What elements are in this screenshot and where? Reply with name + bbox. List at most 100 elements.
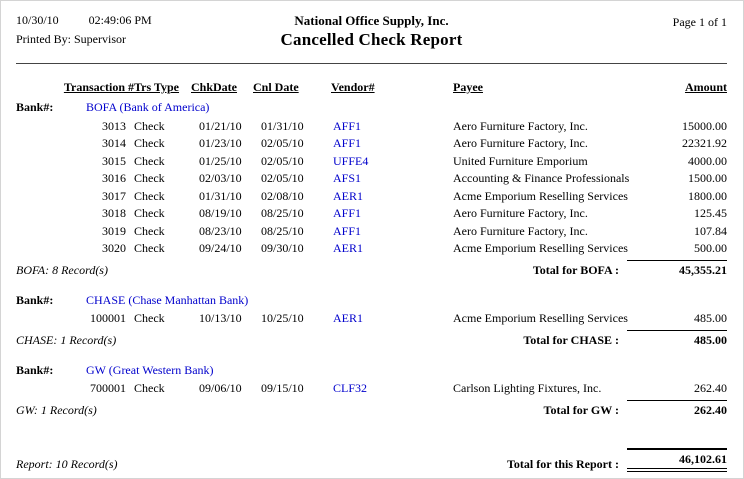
vendor-link[interactable]: AER1 bbox=[333, 241, 363, 255]
bank-section: Bank#: CHASE (Chase Manhattan Bank) 1000… bbox=[16, 292, 727, 348]
bank-name-link[interactable]: CHASE (Chase Manhattan Bank) bbox=[86, 292, 249, 307]
cell-trs-type: Check bbox=[134, 136, 165, 150]
vendor-link[interactable]: AFF1 bbox=[333, 206, 362, 220]
cell-cnl-date: 02/08/10 bbox=[261, 188, 304, 203]
column-header-amount: Amount bbox=[684, 80, 727, 94]
cell-transaction: 3019 bbox=[102, 223, 126, 238]
cell-transaction: 700001 bbox=[90, 381, 126, 395]
column-headers: Transaction # Trs Type ChkDate Cnl Date … bbox=[16, 80, 727, 95]
cell-cnl-date: 08/25/10 bbox=[261, 206, 304, 220]
bank-number-label: Bank#: bbox=[16, 292, 54, 307]
bank-total-amount: 485.00 bbox=[627, 329, 727, 348]
check-row: 3020 Check 09/24/10 09/30/10 AER1 Acme E… bbox=[16, 240, 727, 258]
cell-amount: 107.84 bbox=[694, 223, 727, 238]
cell-chk-date: 01/25/10 bbox=[199, 153, 242, 168]
report-total-label: Total for this Report : bbox=[507, 456, 619, 471]
cell-transaction: 3018 bbox=[102, 206, 126, 220]
cell-cnl-date: 01/31/10 bbox=[261, 118, 304, 133]
cell-cnl-date: 10/25/10 bbox=[261, 311, 304, 325]
cell-chk-date: 01/31/10 bbox=[199, 188, 242, 203]
cell-amount: 485.00 bbox=[694, 311, 727, 325]
cell-cnl-date: 09/15/10 bbox=[261, 381, 304, 395]
bank-total-label: Total for GW : bbox=[543, 402, 619, 417]
cell-payee: Acme Emporium Reselling Services bbox=[453, 188, 628, 203]
page-indicator: Page 1 of 1 bbox=[672, 15, 727, 29]
cell-amount: 1500.00 bbox=[688, 171, 727, 185]
cell-cnl-date: 09/30/10 bbox=[261, 241, 304, 255]
cell-amount: 500.00 bbox=[694, 241, 727, 255]
cell-payee: Aero Furniture Factory, Inc. bbox=[453, 206, 588, 220]
vendor-link[interactable]: AFF1 bbox=[333, 118, 362, 133]
check-row: 3014 Check 01/23/10 02/05/10 AFF1 Aero F… bbox=[16, 135, 727, 153]
bank-row: Bank#: CHASE (Chase Manhattan Bank) bbox=[16, 292, 727, 310]
cell-cnl-date: 02/05/10 bbox=[261, 136, 304, 150]
cell-amount: 22321.92 bbox=[682, 136, 727, 150]
report-header: 10/30/10 02:49:06 PM Printed By: Supervis… bbox=[16, 1, 727, 59]
cell-payee: Acme Emporium Reselling Services bbox=[453, 311, 628, 325]
check-row: 3013 Check 01/21/10 01/31/10 AFF1 Aero F… bbox=[16, 118, 727, 136]
vendor-link[interactable]: AFF1 bbox=[333, 223, 362, 238]
cell-chk-date: 09/24/10 bbox=[199, 241, 242, 255]
cell-payee: United Furniture Emporium bbox=[453, 153, 588, 168]
cell-payee: Carlson Lighting Fixtures, Inc. bbox=[453, 381, 602, 395]
cell-amount: 15000.00 bbox=[682, 118, 727, 133]
column-header-cnl-date: Cnl Date bbox=[253, 80, 299, 94]
cell-chk-date: 01/23/10 bbox=[199, 136, 242, 150]
bank-record-count: BOFA: 8 Record(s) bbox=[16, 262, 108, 277]
bank-total-row: CHASE: 1 Record(s) Total for CHASE : 485… bbox=[16, 329, 727, 348]
cell-transaction: 3017 bbox=[102, 188, 126, 203]
cell-chk-date: 10/13/10 bbox=[199, 311, 242, 325]
column-header-trs-type: Trs Type bbox=[134, 80, 180, 94]
cell-trs-type: Check bbox=[134, 381, 165, 395]
bank-total-label: Total for BOFA : bbox=[532, 262, 619, 277]
cell-transaction: 3014 bbox=[102, 136, 126, 150]
bank-total-row: BOFA: 8 Record(s) Total for BOFA : 45,35… bbox=[16, 259, 727, 278]
vendor-link[interactable]: CLF32 bbox=[333, 381, 368, 395]
report-total-row: Report: 10 Record(s) Total for this Repo… bbox=[16, 447, 727, 472]
bank-section: Bank#: BOFA (Bank of America) 3013 Check… bbox=[16, 99, 727, 278]
cell-payee: Aero Furniture Factory, Inc. bbox=[453, 136, 588, 150]
column-header-chk-date: ChkDate bbox=[191, 80, 238, 94]
cell-chk-date: 08/23/10 bbox=[199, 223, 242, 238]
vendor-link[interactable]: UFFE4 bbox=[333, 153, 369, 168]
cell-trs-type: Check bbox=[134, 171, 165, 185]
bank-check-rows: 100001 Check 10/13/10 10/25/10 AER1 Acme… bbox=[16, 310, 727, 328]
bank-total-row: GW: 1 Record(s) Total for GW : 262.40 bbox=[16, 399, 727, 418]
bank-number-label: Bank#: bbox=[16, 362, 54, 377]
vendor-link[interactable]: AER1 bbox=[333, 188, 363, 203]
bank-section: Bank#: GW (Great Western Bank) 700001 Ch… bbox=[16, 362, 727, 418]
check-row: 3018 Check 08/19/10 08/25/10 AFF1 Aero F… bbox=[16, 205, 727, 223]
cell-trs-type: Check bbox=[134, 206, 165, 220]
header-center-block: National Office Supply, Inc. Cancelled C… bbox=[16, 13, 727, 50]
check-row: 3016 Check 02/03/10 02/05/10 AFS1 Accoun… bbox=[16, 170, 727, 188]
vendor-link[interactable]: AER1 bbox=[333, 311, 363, 325]
report-date: 10/30/10 bbox=[16, 13, 59, 27]
bank-check-rows: 700001 Check 09/06/10 09/15/10 CLF32 Car… bbox=[16, 380, 727, 398]
cell-trs-type: Check bbox=[134, 153, 165, 168]
bank-number-label: Bank#: bbox=[16, 100, 54, 114]
cell-amount: 4000.00 bbox=[688, 153, 727, 168]
vendor-link[interactable]: AFF1 bbox=[333, 136, 362, 150]
cell-transaction: 3016 bbox=[102, 171, 126, 185]
cell-payee: Accounting & Finance Professionals bbox=[453, 171, 630, 185]
bank-sections: Bank#: BOFA (Bank of America) 3013 Check… bbox=[16, 99, 727, 418]
header-divider bbox=[16, 63, 727, 64]
check-row: 3019 Check 08/23/10 08/25/10 AFF1 Aero F… bbox=[16, 223, 727, 241]
check-row: 700001 Check 09/06/10 09/15/10 CLF32 Car… bbox=[16, 380, 727, 398]
bank-row: Bank#: BOFA (Bank of America) bbox=[16, 99, 727, 117]
cell-transaction: 3013 bbox=[102, 118, 126, 133]
header-left-block: 10/30/10 02:49:06 PM Printed By: Supervis… bbox=[16, 13, 152, 47]
bank-record-count: GW: 1 Record(s) bbox=[16, 402, 97, 417]
cell-amount: 262.40 bbox=[694, 381, 727, 395]
report-total-amount: 46,102.61 bbox=[627, 447, 727, 472]
bank-check-rows: 3013 Check 01/21/10 01/31/10 AFF1 Aero F… bbox=[16, 118, 727, 258]
bank-name-link[interactable]: GW (Great Western Bank) bbox=[86, 362, 214, 377]
vendor-link[interactable]: AFS1 bbox=[333, 171, 362, 185]
cell-trs-type: Check bbox=[134, 241, 165, 255]
bank-name-link[interactable]: BOFA (Bank of America) bbox=[86, 100, 210, 114]
column-header-vendor: Vendor# bbox=[331, 80, 375, 94]
report-time: 02:49:06 PM bbox=[88, 13, 152, 27]
cell-cnl-date: 02/05/10 bbox=[261, 153, 304, 168]
cell-amount: 125.45 bbox=[694, 206, 727, 220]
